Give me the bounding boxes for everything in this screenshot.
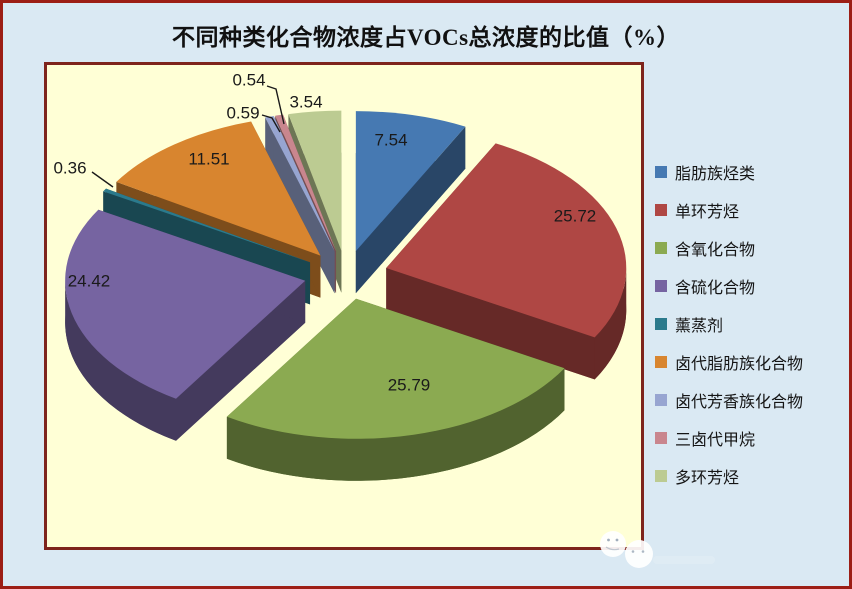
data-label: 24.42 (68, 272, 111, 291)
data-label: 11.51 (188, 150, 229, 169)
legend-swatch (655, 356, 667, 368)
pie (65, 110, 627, 481)
legend-swatch (655, 470, 667, 482)
legend-item: 含氧化合物 (655, 229, 803, 267)
data-label: 0.36 (53, 159, 86, 178)
legend-item: 卤代脂肪族化合物 (655, 343, 803, 381)
legend: 脂肪族烃类单环芳烃含氧化合物含硫化合物薰蒸剂卤代脂肪族化合物 卤代芳香族化合物 三卤… (655, 153, 803, 495)
chart-title: 不同种类化合物浓度占VOCs总浓度的比值（%） (171, 25, 681, 50)
slice-top (355, 111, 466, 252)
slice-side-wall (175, 280, 306, 441)
pie-chart: 7.54 25.72 25.79 24.42 0.36 11.51 0.59 0.54 3.54 (44, 62, 715, 568)
legend-label: 薰蒸剂 (675, 318, 724, 335)
legend-item: 三卤代甲烷 (655, 419, 803, 457)
legend-item: 薰蒸剂 (655, 305, 803, 343)
slice-outer-wall (226, 368, 565, 481)
slice-top (275, 114, 337, 252)
label-leader-line (266, 85, 285, 125)
watermark-icon (600, 531, 715, 568)
pie-slice-2 (226, 298, 565, 481)
legend-label: 卤代脂肪族化合物 (675, 356, 804, 373)
data-label: 3.54 (289, 93, 322, 112)
legend-item: 多环芳烃 (655, 457, 803, 495)
data-label: 0.54 (232, 71, 265, 90)
label-leader-line (91, 171, 114, 188)
legend-item: 卤代芳香族化合物 (655, 381, 803, 419)
legend-swatch (655, 242, 667, 254)
legend-label: 脂肪族烃类 (675, 166, 756, 183)
legend-item: 单环芳烃 (655, 191, 803, 229)
data-label: 7.54 (374, 131, 407, 150)
legend-label: 卤代芳香族化合物 (675, 394, 804, 411)
legend-swatch (655, 394, 667, 406)
legend-swatch (655, 204, 667, 216)
legend-swatch (655, 318, 667, 330)
legend-label: 三卤代甲烷 (675, 432, 756, 449)
slice-side-wall (355, 126, 466, 294)
legend-swatch (655, 432, 667, 444)
pie-slice-1 (386, 143, 627, 380)
data-label: 0.59 (226, 104, 259, 123)
slice-outer-wall (65, 280, 176, 441)
legend-label: 多环芳烃 (675, 470, 740, 487)
slice-outer-wall (594, 268, 627, 380)
pie-slice-0 (355, 111, 466, 294)
slice-top (103, 188, 311, 263)
legend-swatch (655, 280, 667, 292)
legend-swatch (655, 166, 667, 178)
legend-label: 含硫化合物 (675, 280, 756, 297)
slice-side-wall (386, 268, 595, 380)
legend-item: 脂肪族烃类 (655, 153, 803, 191)
legend-label: 含氧化合物 (675, 242, 756, 259)
slice-top (65, 209, 306, 399)
legend-label: 单环芳烃 (675, 204, 740, 221)
slice-top (386, 143, 627, 338)
data-labels: 7.54 25.72 25.79 24.42 0.36 11.51 0.59 0.54 3.54 (53, 71, 596, 395)
slice-top (288, 110, 342, 251)
slice-top (116, 121, 321, 256)
data-label: 25.72 (554, 207, 597, 226)
slice-top (226, 298, 565, 439)
slice-top (265, 115, 335, 252)
label-leader-line (261, 114, 281, 133)
pie-slice-3 (65, 209, 306, 441)
legend-item: 含硫化合物 (655, 267, 803, 305)
data-label: 25.79 (388, 376, 431, 395)
